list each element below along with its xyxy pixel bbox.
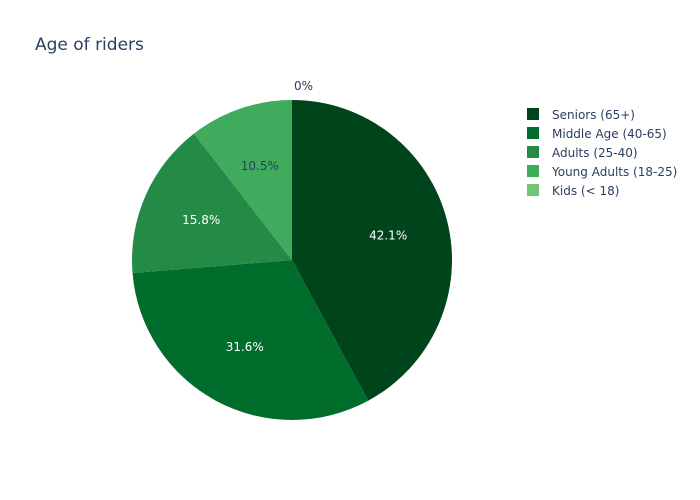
legend-item-kids-18[interactable]: Kids (< 18) bbox=[527, 184, 619, 198]
legend: Seniors (65+) Middle Age (40-65) Adults (2… bbox=[527, 108, 677, 198]
slice-label-young-adults-18-25: 10.5% bbox=[241, 159, 279, 173]
legend-label-young-adults-18-25: Young Adults (18-25) bbox=[551, 165, 677, 179]
slice-adults-25-40[interactable] bbox=[131, 133, 292, 274]
slice-middle-age-40-65[interactable] bbox=[132, 260, 369, 420]
legend-item-young-adults-18-25[interactable]: Young Adults (18-25) bbox=[527, 165, 677, 179]
chart-title: Age of riders bbox=[35, 35, 144, 55]
legend-label-adults-25-40: Adults (25-40) bbox=[552, 146, 638, 160]
slice-seniors-65[interactable] bbox=[292, 100, 452, 401]
legend-item-adults-25-40[interactable]: Adults (25-40) bbox=[527, 146, 638, 160]
legend-swatch-kids-18 bbox=[527, 184, 539, 196]
slice-young-adults-18-25[interactable] bbox=[193, 100, 292, 260]
slice-label-kids-18: 0% bbox=[294, 79, 313, 93]
pie-labels: 42.1% 31.6% 15.8% 10.5% 0% bbox=[182, 79, 407, 354]
legend-swatch-young-adults-18-25 bbox=[527, 165, 539, 177]
legend-label-kids-18: Kids (< 18) bbox=[552, 184, 619, 198]
legend-item-middle-age-40-65[interactable]: Middle Age (40-65) bbox=[527, 127, 667, 141]
pie-slices bbox=[131, 100, 452, 420]
slice-label-middle-age-40-65: 31.6% bbox=[226, 340, 264, 354]
legend-swatch-middle-age-40-65 bbox=[527, 127, 539, 139]
legend-label-middle-age-40-65: Middle Age (40-65) bbox=[552, 127, 667, 141]
slice-label-adults-25-40: 15.8% bbox=[182, 213, 220, 227]
legend-label-seniors-65: Seniors (65+) bbox=[552, 108, 635, 122]
slice-label-seniors-65: 42.1% bbox=[369, 229, 407, 243]
legend-swatch-adults-25-40 bbox=[527, 146, 539, 158]
legend-item-seniors-65[interactable]: Seniors (65+) bbox=[527, 108, 635, 122]
legend-swatch-seniors-65 bbox=[527, 108, 539, 120]
